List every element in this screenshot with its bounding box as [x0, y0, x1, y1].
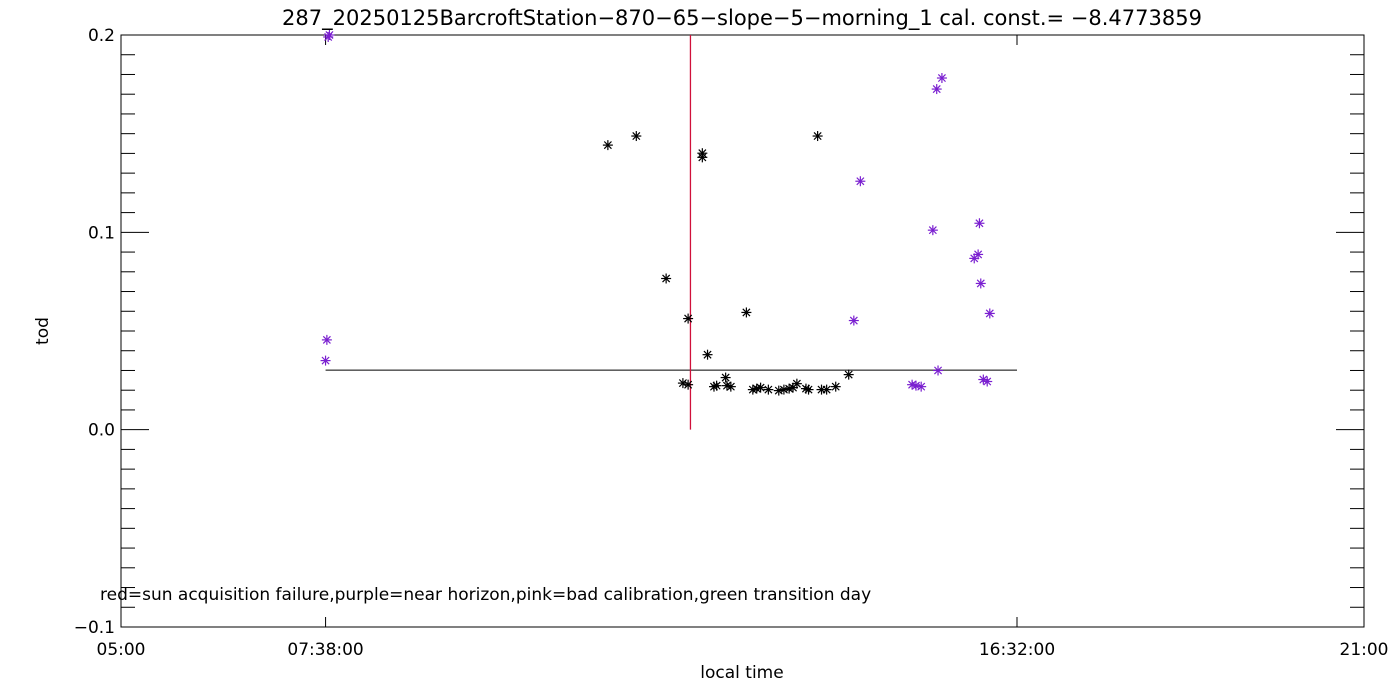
data-point-normal [631, 131, 642, 142]
x-tick-label: 16:32:00 [979, 640, 1055, 660]
data-point-normal [661, 273, 672, 284]
y-tick-label: −0.1 [74, 618, 115, 638]
y-tick-label: 0.1 [88, 223, 115, 243]
data-point-normal [821, 384, 832, 395]
data-point-normal [843, 369, 854, 380]
data-point-normal [677, 378, 688, 389]
data-point-near-horizon [982, 376, 993, 387]
data-point-near-horizon [936, 73, 947, 84]
x-tick-label: 07:38:00 [287, 640, 363, 660]
reference-markers [325, 35, 1017, 430]
data-point-normal [683, 313, 694, 324]
data-point-near-horizon [974, 218, 985, 229]
data-point-normal [602, 140, 613, 151]
data-point-normal [683, 379, 694, 390]
data-point-normal [720, 372, 731, 383]
y-axis-label: tod [33, 317, 53, 345]
data-point-normal [830, 381, 841, 392]
data-point-near-horizon [984, 308, 995, 319]
legend-note: red=sun acquisition failure,purple=near … [100, 585, 871, 605]
x-axis-ticks: 05:00 07:38:00 16:32:00 21:00 [97, 35, 1389, 660]
data-point-normal [755, 382, 766, 393]
data-point-normal [812, 131, 823, 142]
y-tick-label: 0.0 [88, 421, 115, 441]
data-point-near-horizon [933, 365, 944, 376]
data-point-near-horizon [320, 355, 331, 366]
data-point-near-horizon [916, 381, 927, 392]
data-point-near-horizon [927, 225, 938, 236]
data-point-near-horizon [848, 315, 859, 326]
data-point-near-horizon [321, 334, 332, 345]
y-axis-ticks: −0.1 0.0 0.1 0.2 [74, 26, 1364, 638]
x-axis-label: local time [700, 663, 783, 683]
data-point-normal [803, 384, 814, 395]
data-point-near-horizon [855, 176, 866, 187]
y-tick-label: 0.2 [88, 26, 115, 46]
data-point-normal [702, 349, 713, 360]
data-point-near-horizon [931, 84, 942, 95]
data-point-normal [711, 380, 722, 391]
data-points [320, 30, 995, 396]
data-point-near-horizon [975, 278, 986, 289]
data-point-normal [697, 152, 708, 163]
data-point-near-horizon [324, 30, 335, 40]
data-point-normal [725, 381, 736, 392]
data-point-normal [741, 307, 752, 318]
plot-frame [120, 34, 1365, 628]
data-point-near-horizon [973, 249, 984, 260]
data-point-normal [763, 384, 774, 395]
data-point-normal [791, 378, 802, 389]
chart-title: 287_20250125BarcroftStation−870−65−slope… [282, 6, 1202, 31]
x-tick-label: 05:00 [97, 640, 146, 660]
x-tick-label: 21:00 [1340, 640, 1389, 660]
